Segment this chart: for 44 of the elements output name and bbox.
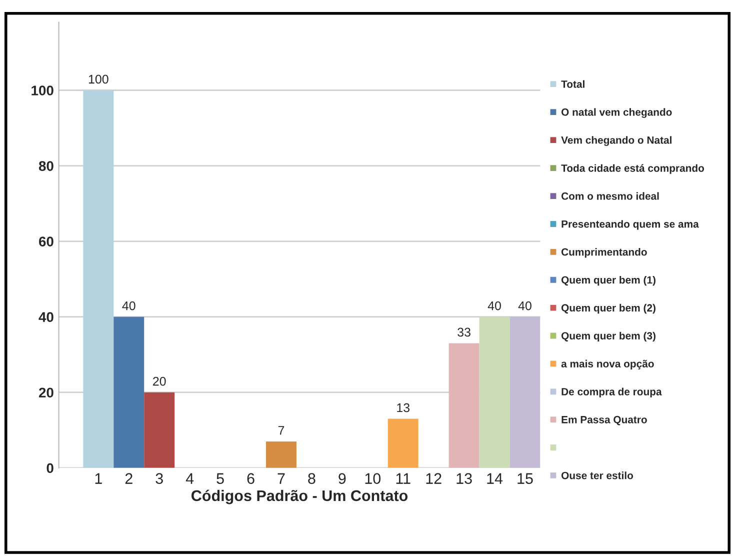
- x-tick-label: 4: [186, 473, 194, 484]
- legend-label: Presenteando quem se ama: [562, 220, 699, 230]
- y-tick-label: 80: [38, 161, 54, 171]
- x-tick-label: 8: [308, 473, 316, 484]
- x-tick-label: 13: [456, 473, 472, 484]
- data-label: 20: [153, 376, 166, 386]
- x-tick-label: 10: [365, 473, 381, 484]
- legend-label: Ouse ter estilo: [561, 472, 634, 480]
- legend-label: Quem quer bem (1): [561, 276, 656, 286]
- x-tick-label: 7: [278, 473, 285, 484]
- legend-label: Toda cidade está comprando: [561, 164, 704, 174]
- x-tick-label: 3: [156, 473, 163, 484]
- y-tick-label: 40: [38, 312, 54, 322]
- legend-label: Quem quer bem (3): [561, 332, 656, 342]
- data-label: 33: [458, 328, 470, 337]
- y-tick-label: 60: [39, 236, 54, 246]
- legend-label: De compra de roupa: [562, 388, 662, 398]
- x-tick-label: 6: [247, 473, 254, 484]
- y-tick-label: 100: [32, 86, 54, 96]
- x-axis-title: Códigos Padrão - Um Contato: [192, 490, 408, 504]
- legend-label: Quem quer bem (2): [561, 304, 656, 314]
- legend-label: Com o mesmo ideal: [561, 192, 659, 200]
- data-label: 13: [397, 403, 410, 412]
- legend-label: a mais nova opção: [561, 360, 654, 370]
- x-tick-label: 1: [95, 473, 102, 484]
- x-tick-label: 9: [338, 473, 346, 484]
- x-tick-label: 2: [125, 473, 132, 484]
- legend-label: O natal vem chegando: [561, 108, 672, 118]
- legend-label: Total: [561, 80, 584, 88]
- x-tick-label: 14: [487, 473, 503, 484]
- data-label: 100: [88, 74, 108, 84]
- legend-label: Em Passa Quatro: [562, 416, 647, 426]
- data-label: 7: [278, 426, 284, 435]
- data-label: 40: [518, 301, 532, 310]
- legend-label: Cumprimentando: [561, 248, 647, 258]
- y-tick-label: 0: [46, 463, 54, 474]
- x-tick-label: 12: [426, 473, 442, 484]
- x-tick-label: 5: [216, 473, 224, 484]
- legend-label: Vem chegando o Natal: [561, 136, 672, 146]
- data-label: 40: [488, 301, 501, 310]
- y-tick-label: 20: [38, 388, 54, 398]
- x-tick-label: 15: [518, 473, 533, 484]
- data-label: 40: [122, 301, 136, 310]
- x-tick-label: 11: [396, 473, 410, 484]
